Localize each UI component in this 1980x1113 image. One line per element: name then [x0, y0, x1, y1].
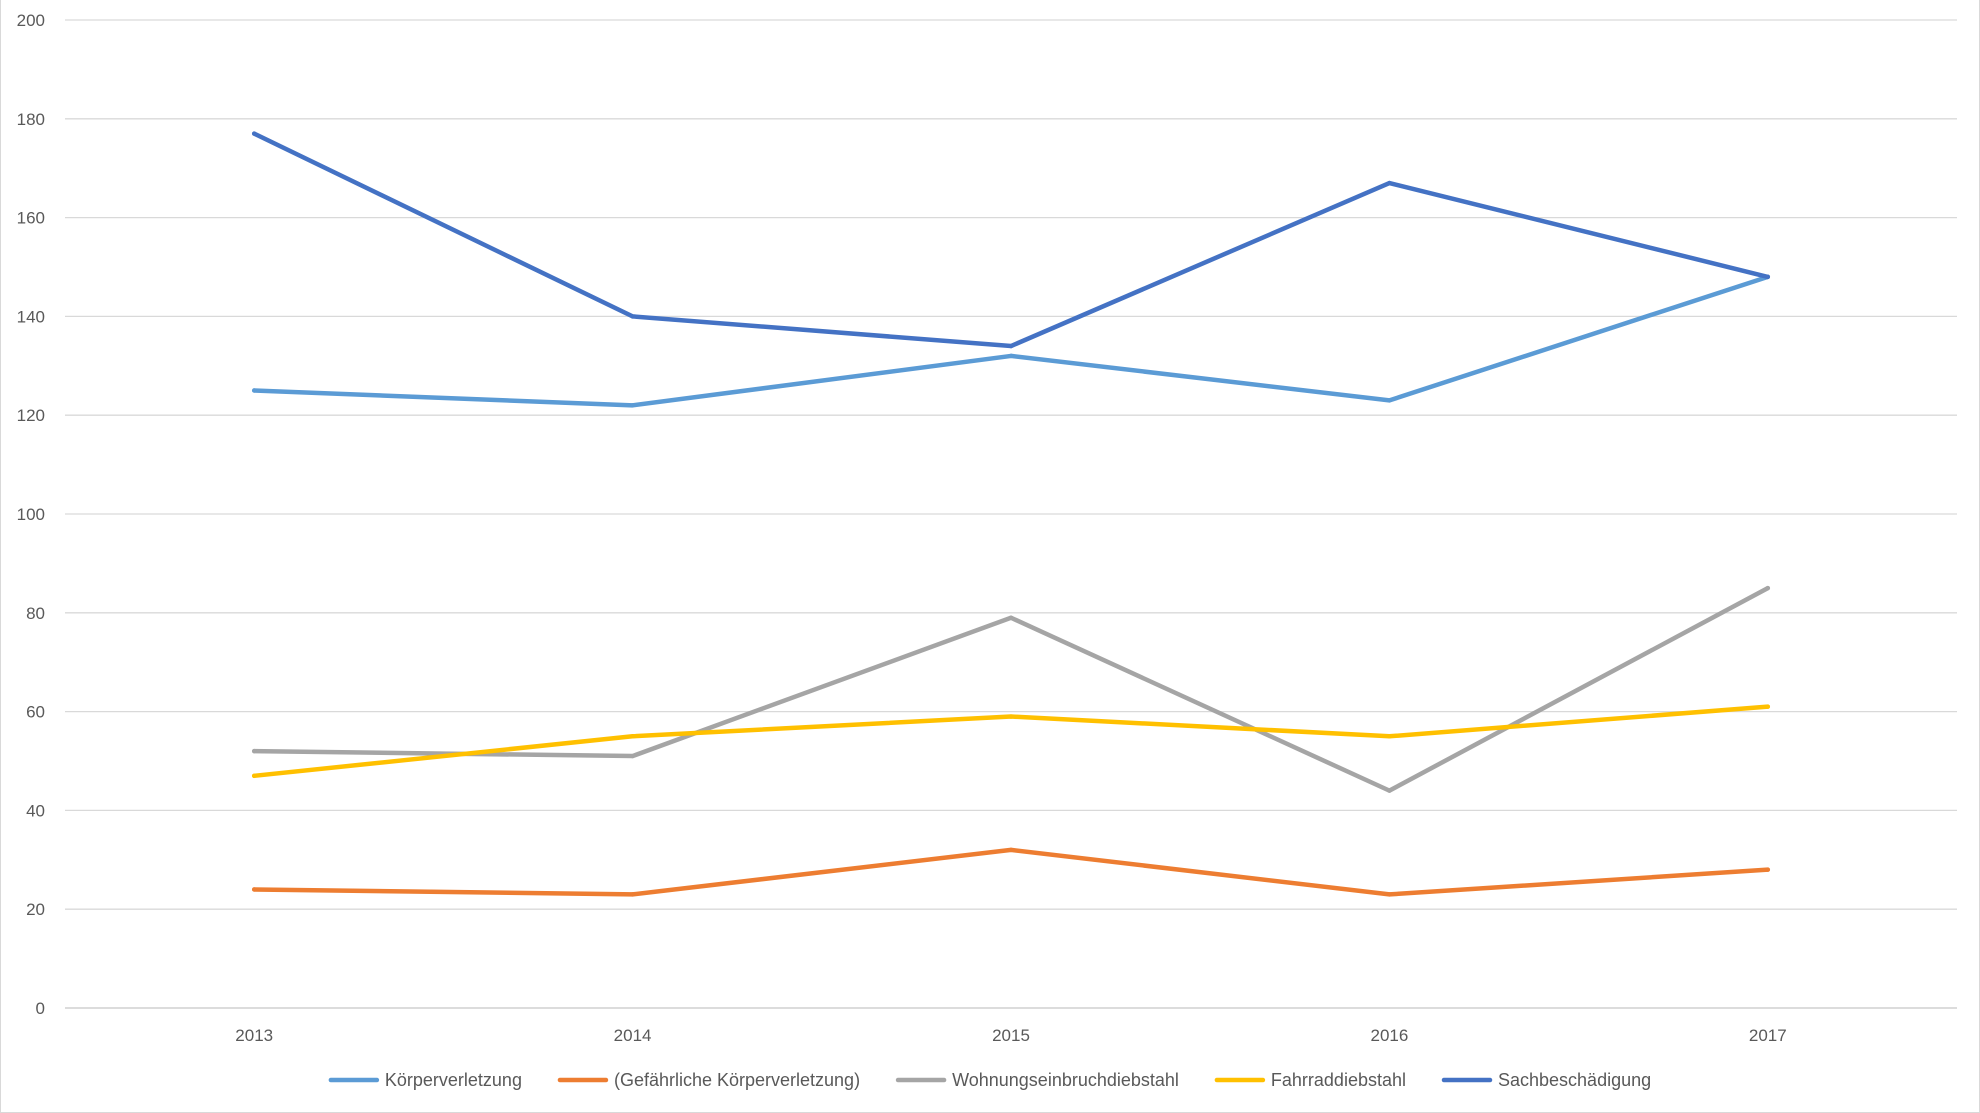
data-point [1387, 892, 1392, 897]
legend-label: (Gefährliche Körperverletzung) [614, 1070, 860, 1090]
y-tick-label: 60 [26, 703, 45, 722]
data-point [630, 314, 635, 319]
y-tick-label: 180 [17, 110, 45, 129]
legend-item: Wohnungseinbruchdiebstahl [895, 1070, 1179, 1090]
y-tick-label: 100 [17, 505, 45, 524]
series-line-5 [251, 131, 1771, 349]
legend-item: Körperverletzung [328, 1070, 522, 1090]
data-point [1387, 180, 1392, 186]
data-point [630, 753, 635, 759]
data-point [630, 403, 635, 408]
data-point [1008, 343, 1014, 349]
y-tick-label: 0 [36, 999, 45, 1018]
legend: Körperverletzung (Gefährliche Körperverle… [328, 1070, 1651, 1090]
data-point [1008, 615, 1014, 620]
data-point [252, 887, 257, 892]
legend-label: Fahrraddiebstahl [1271, 1070, 1406, 1090]
y-tick-label: 140 [17, 307, 45, 326]
y-tick-label: 20 [26, 900, 45, 919]
data-point [630, 734, 635, 739]
legend-item: Sachbeschädigung [1441, 1070, 1651, 1090]
data-point [630, 892, 635, 897]
data-point [1008, 847, 1014, 853]
legend-item: (Gefährliche Körperverletzung) [557, 1070, 860, 1090]
x-tick-label: 2015 [992, 1026, 1030, 1045]
legend-item: Fahrraddiebstahl [1214, 1070, 1406, 1090]
data-point [252, 131, 257, 136]
y-tick-label: 120 [17, 406, 45, 425]
y-axis-tick-labels: 0 20 40 60 80 100 120 140 160 180 200 [17, 11, 45, 1018]
data-point [1387, 734, 1392, 739]
x-tick-label: 2014 [614, 1026, 652, 1045]
y-tick-label: 40 [26, 801, 45, 820]
series-line-2 [251, 847, 1771, 897]
data-point [1765, 274, 1771, 280]
x-tick-label: 2013 [235, 1026, 273, 1045]
x-tick-label: 2016 [1370, 1026, 1408, 1045]
data-point [1387, 398, 1392, 403]
y-tick-label: 80 [26, 604, 45, 623]
legend-label: Wohnungseinbruchdiebstahl [952, 1070, 1179, 1090]
data-point [1008, 353, 1014, 359]
series-line-1 [251, 274, 1771, 408]
series-lines [251, 131, 1771, 897]
data-point [252, 388, 257, 393]
gridlines [65, 19, 1957, 1009]
x-tick-label: 2017 [1749, 1026, 1787, 1045]
x-axis-tick-labels: 2013 2014 2015 2016 2017 [235, 1026, 1786, 1045]
data-point [1765, 585, 1771, 591]
y-tick-label: 160 [17, 209, 45, 228]
data-point [252, 748, 257, 754]
data-point [1387, 788, 1392, 793]
data-point [252, 773, 257, 779]
data-point [1765, 704, 1771, 709]
legend-label: Körperverletzung [385, 1070, 522, 1090]
y-tick-label: 200 [17, 11, 45, 30]
data-point [1765, 867, 1771, 872]
legend-label: Sachbeschädigung [1498, 1070, 1651, 1090]
data-point [1008, 714, 1014, 719]
